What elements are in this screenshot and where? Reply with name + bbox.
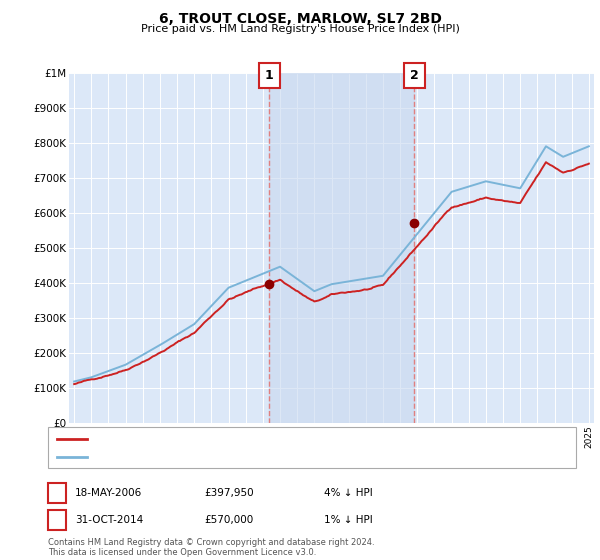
Text: £397,950: £397,950 [204,488,254,498]
Text: 2: 2 [410,69,419,82]
Text: 6, TROUT CLOSE, MARLOW, SL7 2BD (detached house): 6, TROUT CLOSE, MARLOW, SL7 2BD (detache… [93,433,378,444]
Text: Price paid vs. HM Land Registry's House Price Index (HPI): Price paid vs. HM Land Registry's House … [140,24,460,34]
Text: 4% ↓ HPI: 4% ↓ HPI [324,488,373,498]
Text: 1: 1 [265,69,274,82]
Text: Contains HM Land Registry data © Crown copyright and database right 2024.
This d: Contains HM Land Registry data © Crown c… [48,538,374,557]
Text: 31-OCT-2014: 31-OCT-2014 [75,515,143,525]
Text: 6, TROUT CLOSE, MARLOW, SL7 2BD: 6, TROUT CLOSE, MARLOW, SL7 2BD [158,12,442,26]
Text: HPI: Average price, detached house, Buckinghamshire: HPI: Average price, detached house, Buck… [93,452,377,462]
Text: £570,000: £570,000 [204,515,253,525]
Bar [269,73,415,423]
Text: 1% ↓ HPI: 1% ↓ HPI [324,515,373,525]
Text: 2: 2 [53,515,61,525]
Text: 18-MAY-2006: 18-MAY-2006 [75,488,142,498]
Text: 1: 1 [53,488,61,498]
